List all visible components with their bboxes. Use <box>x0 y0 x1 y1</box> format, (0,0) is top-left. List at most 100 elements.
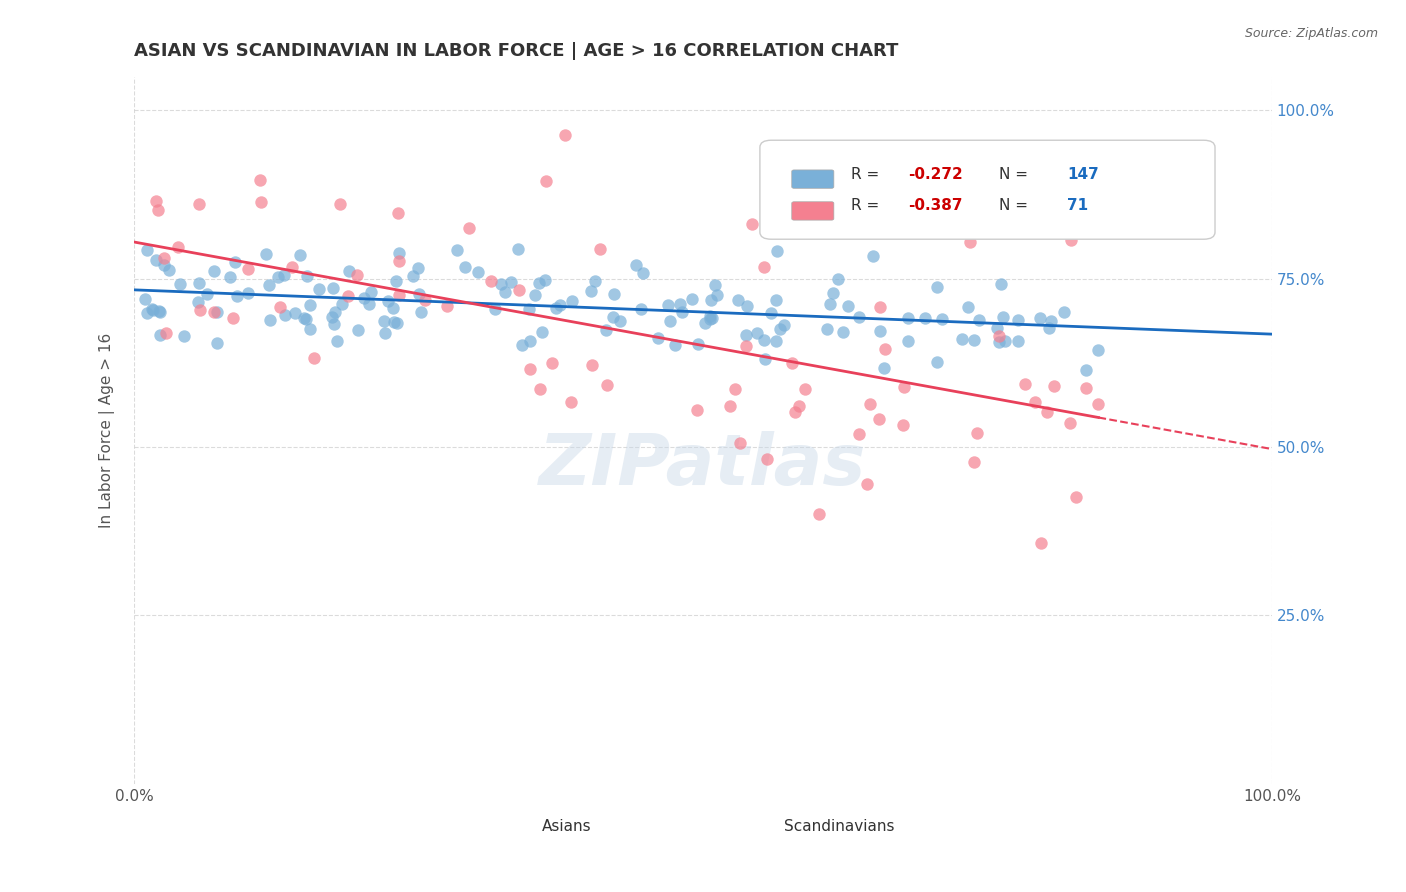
Text: ASIAN VS SCANDINAVIAN IN LABOR FORCE | AGE > 16 CORRELATION CHART: ASIAN VS SCANDINAVIAN IN LABOR FORCE | A… <box>134 42 898 60</box>
Asians <box>963 333 986 347</box>
Asians <box>402 268 425 283</box>
Scandinavians <box>529 382 551 396</box>
Asians <box>631 266 654 280</box>
Scandinavians <box>145 194 167 209</box>
Asians <box>387 316 409 330</box>
Asians <box>862 249 884 263</box>
Asians <box>295 268 318 283</box>
Asians <box>530 325 553 339</box>
Asians <box>700 310 723 325</box>
Asians <box>681 292 703 306</box>
Asians <box>988 334 1011 349</box>
Asians <box>142 303 165 318</box>
Asians <box>897 334 920 348</box>
Scandinavians <box>167 240 190 254</box>
Asians <box>544 301 567 315</box>
Asians <box>765 334 787 349</box>
Asians <box>761 306 783 320</box>
Asians <box>925 355 948 369</box>
Asians <box>321 310 343 324</box>
Text: Asians: Asians <box>541 819 592 834</box>
Scandinavians <box>741 217 763 231</box>
Asians <box>534 273 557 287</box>
Asians <box>519 301 541 316</box>
Asians <box>950 333 973 347</box>
Asians <box>135 243 157 257</box>
Scandinavians <box>891 417 914 432</box>
Asians <box>188 277 211 291</box>
Scandinavians <box>329 196 352 211</box>
Scandinavians <box>436 299 458 313</box>
Scandinavians <box>868 412 890 426</box>
Asians <box>848 310 870 325</box>
Asians <box>292 310 315 325</box>
Asians <box>446 244 468 258</box>
Scandinavians <box>756 452 779 467</box>
Asians <box>986 320 1008 334</box>
Asians <box>360 285 382 300</box>
Asians <box>236 285 259 300</box>
Asians <box>669 297 692 311</box>
FancyBboxPatch shape <box>792 170 834 188</box>
Asians <box>377 294 399 309</box>
Asians <box>382 315 405 329</box>
Asians <box>149 328 172 343</box>
FancyBboxPatch shape <box>759 140 1215 239</box>
FancyBboxPatch shape <box>747 814 779 835</box>
Asians <box>467 265 489 279</box>
Scandinavians <box>789 399 811 413</box>
Asians <box>406 261 429 276</box>
Scandinavians <box>780 356 803 370</box>
Scandinavians <box>856 477 879 491</box>
Scandinavians <box>875 343 897 357</box>
Asians <box>299 298 322 312</box>
Asians <box>508 242 530 256</box>
Scandinavians <box>281 260 304 274</box>
Asians <box>579 284 602 298</box>
Scandinavians <box>869 300 891 314</box>
Scandinavians <box>783 405 806 419</box>
Asians <box>956 301 979 315</box>
Asians <box>1007 312 1029 326</box>
Scandinavians <box>153 251 176 265</box>
Asians <box>491 277 513 291</box>
Asians <box>330 297 353 311</box>
Asians <box>274 308 297 322</box>
Scandinavians <box>893 379 915 393</box>
Asians <box>831 325 853 339</box>
Scandinavians <box>595 377 617 392</box>
Asians <box>734 328 756 343</box>
Scandinavians <box>808 507 831 521</box>
Scandinavians <box>723 382 745 396</box>
Asians <box>827 272 849 286</box>
Asians <box>664 338 686 352</box>
Asians <box>1087 343 1109 357</box>
Asians <box>657 298 679 312</box>
Asians <box>1076 363 1098 377</box>
Asians <box>703 278 725 293</box>
Text: N =: N = <box>998 199 1032 213</box>
Asians <box>735 299 758 313</box>
Scandinavians <box>754 260 776 274</box>
Text: 71: 71 <box>1067 199 1088 213</box>
Asians <box>135 305 157 319</box>
Asians <box>686 336 709 351</box>
Scandinavians <box>388 288 411 302</box>
Scandinavians <box>188 302 211 317</box>
Text: -0.387: -0.387 <box>908 199 962 213</box>
Text: R =: R = <box>851 167 884 182</box>
Asians <box>727 293 749 307</box>
Asians <box>454 260 477 275</box>
Scandinavians <box>1014 377 1036 392</box>
Asians <box>773 318 796 332</box>
Asians <box>821 285 844 300</box>
Asians <box>205 336 228 351</box>
Asians <box>550 298 572 312</box>
Scandinavians <box>720 399 742 413</box>
Asians <box>897 311 920 326</box>
Asians <box>219 270 242 285</box>
Scandinavians <box>735 339 758 353</box>
Scandinavians <box>1059 417 1081 431</box>
Scandinavians <box>966 426 988 441</box>
Asians <box>159 263 181 277</box>
